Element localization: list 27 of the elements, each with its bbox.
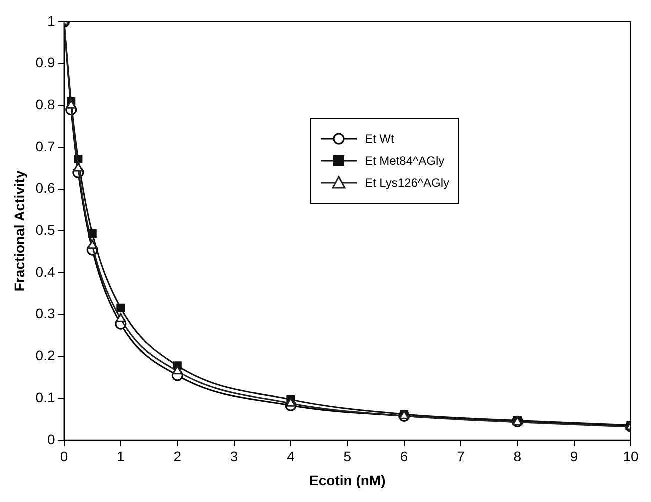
y-tick-label: 0.4 bbox=[36, 264, 56, 280]
y-tick-label: 0 bbox=[47, 431, 56, 448]
x-tick-label: 2 bbox=[174, 448, 182, 465]
x-tick-label: 4 bbox=[287, 448, 296, 465]
x-tick-label: 9 bbox=[570, 448, 578, 465]
x-tick-label: 8 bbox=[514, 448, 522, 465]
legend-label: Et Lys126^AGly bbox=[365, 176, 450, 190]
y-tick-label: 0.6 bbox=[36, 180, 56, 196]
x-tick-label: 1 bbox=[117, 448, 126, 465]
legend-label: Et Wt bbox=[365, 132, 394, 146]
y-tick-label: 0.9 bbox=[36, 54, 56, 71]
y-tick-label: 0.2 bbox=[36, 348, 56, 364]
y-tick-label: 0.5 bbox=[36, 222, 56, 238]
legend-label: Et Met84^AGly bbox=[365, 154, 445, 168]
y-tick-label: 0.8 bbox=[36, 96, 56, 113]
x-tick-label: 7 bbox=[457, 448, 466, 465]
y-axis-title: Fractional Activity bbox=[11, 170, 28, 292]
x-tick-label: 5 bbox=[344, 448, 352, 465]
y-tick-label: 1 bbox=[47, 12, 56, 29]
x-tick-label: 3 bbox=[230, 448, 238, 465]
y-tick-label: 0.7 bbox=[36, 138, 56, 154]
x-tick-label: 10 bbox=[623, 448, 639, 465]
x-axis-title: Ecotin (nM) bbox=[310, 472, 386, 488]
y-tick-label: 0.3 bbox=[36, 306, 56, 322]
x-tick-label: 6 bbox=[400, 448, 408, 465]
x-tick-label: 0 bbox=[60, 448, 68, 465]
y-tick-label: 0.1 bbox=[36, 389, 56, 406]
